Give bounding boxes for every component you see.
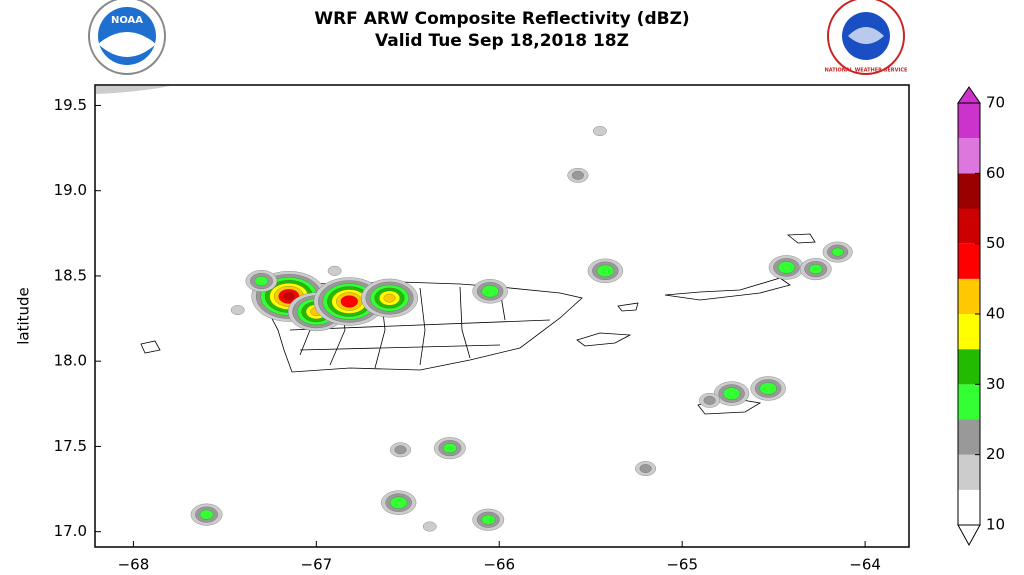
coastlines xyxy=(96,86,816,415)
reflectivity-contour xyxy=(282,292,295,301)
logo-text: NOAA xyxy=(111,15,143,26)
colorbar-bottom xyxy=(957,524,981,547)
reflectivity-contour xyxy=(593,126,607,136)
reflectivity-contour xyxy=(481,285,499,298)
logo-text: NATIONAL WEATHER SERVICE xyxy=(825,68,908,74)
y-tick-label: 18.5 xyxy=(54,266,87,284)
y-tick-label: 18.0 xyxy=(54,352,87,370)
reflectivity-contour xyxy=(230,305,245,315)
colorbar-bin xyxy=(958,138,980,174)
y-tick-label: 17.5 xyxy=(54,437,87,455)
colorbar-bin xyxy=(958,349,980,385)
reflectivity-contour xyxy=(199,509,214,520)
colorbar-bin xyxy=(958,419,980,455)
plot-frame xyxy=(94,84,910,548)
reflectivity-contour xyxy=(571,171,584,180)
y-tick-label: 19.5 xyxy=(54,96,87,114)
reflectivity-contour xyxy=(443,443,457,454)
colorbar-bin xyxy=(958,278,980,314)
x-tick-label: −67 xyxy=(301,556,333,574)
reflectivity-contour xyxy=(831,247,844,257)
x-tick-label: −68 xyxy=(118,556,150,574)
reflectivity-contour xyxy=(596,264,615,277)
colorbar-tick-label: 30 xyxy=(986,375,1005,393)
reflectivity-contour xyxy=(340,295,358,308)
reflectivity-contour xyxy=(254,276,269,287)
nws-logo: NATIONAL WEATHER SERVICE xyxy=(825,0,908,75)
colorbar-tick-label: 20 xyxy=(986,445,1005,463)
colorbar-bin xyxy=(958,208,980,244)
reflectivity-contour xyxy=(777,261,796,274)
reflectivity-contour xyxy=(394,445,407,455)
reflectivity-contour xyxy=(422,521,437,532)
colorbar-bin xyxy=(958,103,980,139)
colorbar-bin xyxy=(958,314,980,350)
colorbar-bin xyxy=(958,489,980,525)
reflectivity-contour xyxy=(808,264,823,275)
reflectivity-contour xyxy=(639,464,652,473)
reflectivity-contour xyxy=(327,265,342,276)
colorbar-tick-label: 70 xyxy=(986,94,1005,112)
y-axis-label: latitude xyxy=(15,287,33,345)
x-tick-label: −65 xyxy=(666,556,698,574)
noaa-logo: NOAA xyxy=(88,0,166,75)
x-tick-label: −66 xyxy=(483,556,515,574)
colorbar-bin xyxy=(958,173,980,209)
colorbar-tick-label: 60 xyxy=(986,164,1005,182)
colorbar-bin xyxy=(958,384,980,420)
reflectivity-contour xyxy=(722,387,741,400)
x-tick-label: −64 xyxy=(849,556,881,574)
reflectivity-contour xyxy=(703,396,716,405)
y-tick-label: 19.0 xyxy=(54,181,87,199)
chart-subtitle: Valid Tue Sep 18,2018 18Z xyxy=(375,31,629,51)
y-tick-label: 17.0 xyxy=(54,522,87,540)
colorbar-tick-label: 40 xyxy=(986,305,1005,323)
colorbar-bin xyxy=(958,454,980,490)
chart-title: WRF ARW Composite Reflectivity (dBZ) xyxy=(314,9,689,29)
colorbar-tick-label: 10 xyxy=(986,516,1005,534)
reflectivity-contour xyxy=(389,496,408,509)
reflectivity-contour xyxy=(759,382,777,395)
colorbar-tick-label: 50 xyxy=(986,234,1005,252)
colorbar-top xyxy=(957,86,981,104)
reflectivity-contour xyxy=(383,293,396,303)
reflectivity xyxy=(190,126,853,532)
reflectivity-contour xyxy=(481,514,496,525)
colorbar-bin xyxy=(958,243,980,279)
